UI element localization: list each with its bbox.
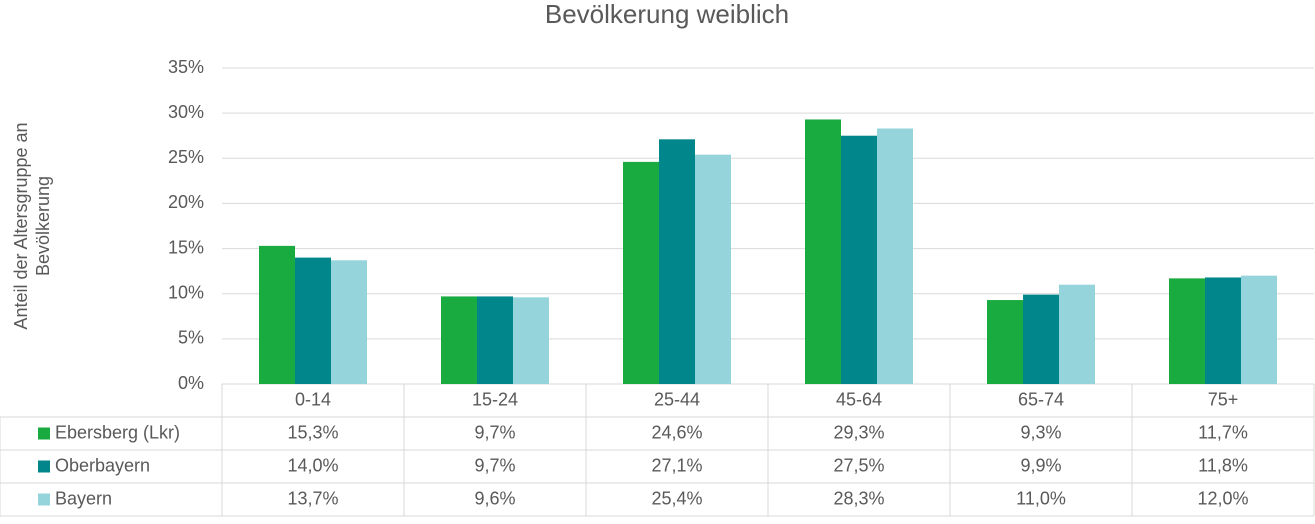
legend-key — [38, 460, 50, 473]
legend-label: Oberbayern — [55, 455, 150, 475]
chart-title: Bevölkerung weiblich — [545, 0, 789, 29]
table-value: 29,3% — [833, 422, 884, 442]
bar — [987, 300, 1023, 384]
x-tick-label: 0-14 — [295, 389, 331, 409]
bar — [441, 296, 477, 384]
y-axis-title: Anteil der Altersgruppe an Bevölkerung — [11, 122, 53, 329]
x-tick-label: 45-64 — [836, 389, 882, 409]
bar — [1205, 277, 1241, 384]
legend-label: Bayern — [55, 488, 112, 508]
table-value: 13,7% — [287, 488, 338, 508]
table-value: 15,3% — [287, 422, 338, 442]
x-tick-label: 65-74 — [1018, 389, 1064, 409]
table-value: 11,0% — [1016, 488, 1066, 508]
y-axis-title-line: Anteil der Altersgruppe an — [11, 122, 31, 329]
table-value: 28,3% — [833, 488, 884, 508]
legend-key — [38, 427, 50, 440]
bar — [877, 128, 913, 384]
bar — [695, 154, 731, 384]
table-value: 9,7% — [474, 422, 515, 442]
table-value: 11,7% — [1198, 422, 1248, 442]
bar — [623, 161, 659, 384]
legend-label: Ebersberg (Lkr) — [55, 422, 180, 442]
table-value: 11,8% — [1198, 455, 1248, 475]
y-tick-label: 35% — [168, 57, 204, 77]
table-value: 9,3% — [1020, 422, 1061, 442]
table-value: 27,1% — [651, 455, 702, 475]
y-tick-label: 20% — [168, 192, 204, 212]
table-value: 24,6% — [651, 422, 702, 442]
table-value: 9,9% — [1020, 455, 1061, 475]
legend-key — [38, 493, 50, 506]
bar — [295, 257, 331, 384]
bar — [331, 260, 367, 384]
bar — [659, 139, 695, 384]
bar — [1241, 275, 1277, 384]
y-tick-label: 5% — [178, 328, 204, 348]
bar — [259, 245, 295, 384]
bar — [841, 135, 877, 384]
bar — [513, 297, 549, 384]
y-tick-label: 0% — [178, 373, 204, 393]
table-value: 14,0% — [287, 455, 338, 475]
y-tick-label: 15% — [168, 237, 204, 257]
x-tick-label: 15-24 — [472, 389, 518, 409]
table-value: 9,7% — [474, 455, 515, 475]
y-tick-label: 30% — [168, 102, 204, 122]
table-value: 27,5% — [833, 455, 884, 475]
table-value: 12,0% — [1197, 488, 1248, 508]
table-value: 25,4% — [651, 488, 702, 508]
bar — [1023, 294, 1059, 384]
bar — [1059, 284, 1095, 384]
bar — [805, 119, 841, 384]
y-tick-label: 10% — [168, 282, 204, 302]
y-tick-label: 25% — [168, 147, 204, 167]
bar — [477, 296, 513, 384]
x-tick-label: 75+ — [1208, 389, 1239, 409]
y-axis-title-line: Bevölkerung — [33, 176, 53, 276]
bar — [1169, 278, 1205, 384]
x-tick-label: 25-44 — [654, 389, 700, 409]
table-value: 9,6% — [474, 488, 515, 508]
